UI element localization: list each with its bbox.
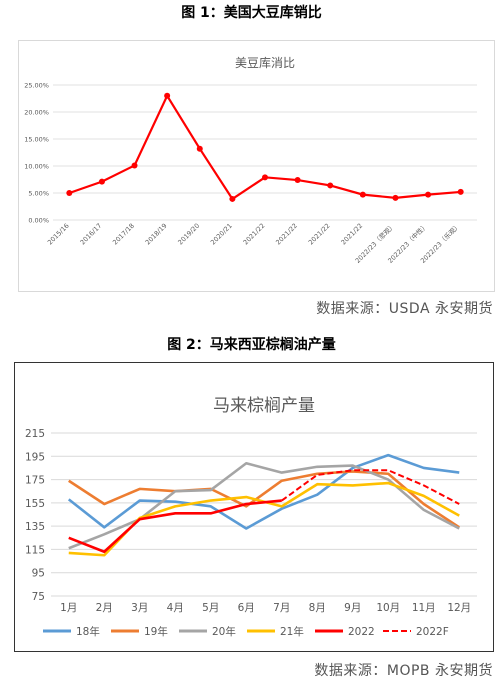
figure-2-title: 图 2：马来西亚棕榈油产量 <box>167 337 336 353</box>
x-tick-label: 7月 <box>273 602 290 614</box>
data-point <box>229 195 236 202</box>
figure-2-source: 数据来源：MOPB 永安期货 <box>314 663 493 679</box>
x-tick-label: 9月 <box>344 602 361 614</box>
y-tick-label: 0.00% <box>28 217 49 225</box>
x-tick-label: 2021/22 <box>340 222 365 247</box>
y-tick-label: 5.00% <box>28 190 49 198</box>
x-tick-label: 3月 <box>131 602 148 614</box>
y-tick-label: 195 <box>25 451 45 463</box>
series-line <box>67 453 460 530</box>
x-tick-label: 2015/16 <box>46 222 71 247</box>
x-tick-label: 1月 <box>60 602 77 614</box>
figure-1-title: 图 1：美国大豆库销比 <box>181 5 322 21</box>
chart-1-title: 美豆库消比 <box>235 55 295 70</box>
data-point <box>66 190 73 196</box>
data-point <box>294 177 301 184</box>
legend-label: 20年 <box>212 625 236 638</box>
data-point <box>457 188 464 195</box>
y-tick-label: 175 <box>25 475 45 487</box>
legend-label: 2022 <box>348 626 375 638</box>
figure-1-source: 数据来源：USDA 永安期货 <box>316 301 493 317</box>
x-tick-label: 2016/17 <box>79 222 104 247</box>
soybean-stocks-use-chart: 美豆库消比 0.00% 5.00% 10.00% 15.00% 20.00% 25.00% 2… <box>24 55 477 265</box>
soybean-chart-panel: 美豆库消比 0.00% 5.00% 10.00% 15.00% 20.00% 25.00% 2… <box>18 40 495 292</box>
x-tick-label: 10月 <box>376 602 400 614</box>
y-tick-label: 95 <box>32 568 45 580</box>
x-tick-label: 5月 <box>202 602 219 614</box>
x-tick-label: 12月 <box>447 602 471 614</box>
y-tick-label: 15.00% <box>24 136 49 144</box>
data-point <box>327 182 334 189</box>
x-tick-label: 2017/18 <box>111 222 136 247</box>
series-line <box>281 469 460 505</box>
palm-oil-chart-panel: 马来棕榈产量 75 95 115 135 155 175 195 215 1月 2月 3月 4月 5月 6月… <box>14 362 494 652</box>
legend-label: 19年 <box>144 625 168 638</box>
y-tick-label: 10.00% <box>24 163 49 171</box>
x-tick-label: 2019/20 <box>176 222 201 247</box>
y-tick-label: 135 <box>25 521 45 533</box>
data-point <box>392 194 399 201</box>
x-tick-label: 2月 <box>96 602 113 614</box>
data-point <box>131 162 138 169</box>
y-tick-label: 215 <box>25 428 45 440</box>
series-line <box>68 93 461 201</box>
data-point <box>262 174 268 181</box>
legend-label: 2022F <box>416 626 449 638</box>
x-tick-label: 6月 <box>238 602 255 614</box>
data-point <box>196 145 203 152</box>
x-tick-label: 4月 <box>167 602 184 614</box>
legend-label: 18年 <box>76 625 100 638</box>
data-point <box>98 178 105 185</box>
x-tick-label: 2021/22 <box>307 222 332 247</box>
data-point <box>359 191 366 198</box>
data-point <box>425 191 432 198</box>
series-line <box>68 470 460 529</box>
x-tick-label: 2020/21 <box>209 222 234 247</box>
y-tick-label: 115 <box>25 544 45 556</box>
legend-label: 21年 <box>280 625 304 638</box>
y-tick-label: 20.00% <box>24 109 49 117</box>
x-tick-label: 2018/19 <box>144 222 169 247</box>
x-tick-label: 2021/22 <box>274 222 299 247</box>
palm-oil-production-chart: 马来棕榈产量 75 95 115 135 155 175 195 215 1月 2月 3月 4月 5月 6月… <box>25 396 477 638</box>
x-tick-label: 11月 <box>412 602 436 614</box>
x-tick-label: 2021/22 <box>242 222 267 247</box>
series-line <box>68 499 282 554</box>
y-tick-label: 155 <box>25 498 45 510</box>
data-point <box>164 92 171 99</box>
chart-2-title: 马来棕榈产量 <box>213 396 315 416</box>
y-tick-label: 25.00% <box>24 82 49 90</box>
y-tick-label: 75 <box>32 591 45 603</box>
x-tick-label: 8月 <box>309 602 326 614</box>
